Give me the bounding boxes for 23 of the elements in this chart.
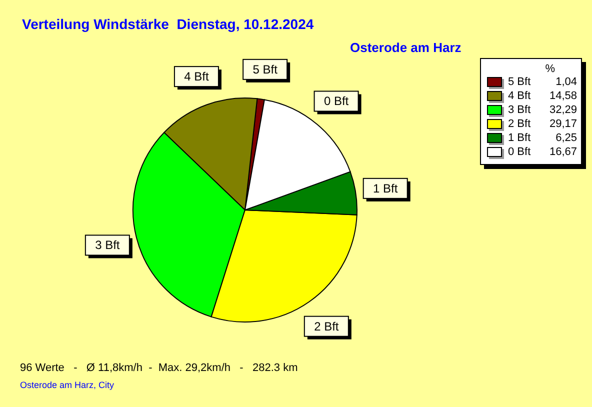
legend-label: 5 Bft — [508, 76, 532, 88]
data-label: 32,29 — [548, 104, 577, 116]
text: 96 Werte - Ø 11,8km/h - Max. 29,2km/h - 282.3 km — [20, 362, 298, 374]
slice-label: 0 Bft — [324, 94, 350, 108]
data-label: 14,58 — [548, 90, 577, 102]
data-label: 29,17 — [548, 118, 577, 130]
slice-label: 5 Bft — [252, 62, 278, 76]
data-label: 1,04 — [554, 76, 577, 88]
text: Osterode am Harz, City — [20, 380, 114, 390]
legend-label: 0 Bft — [508, 146, 532, 158]
chart-subtitle: Osterode am Harz — [350, 40, 462, 55]
slice-label: 1 Bft — [373, 181, 398, 196]
legend-label: 3 Bft — [508, 104, 532, 116]
slice-label: 3 Bft — [95, 238, 120, 252]
chart-title: Verteilung Windstärke Dienstag, 10.12.2024 — [22, 16, 314, 32]
legend-label: 2 Bft — [508, 118, 532, 130]
legend-label: 4 Bft — [508, 90, 532, 102]
slice-label: 2 Bft — [314, 319, 340, 334]
legend-label: 1 Bft — [508, 132, 532, 144]
slice-label: 4 Bft — [184, 70, 210, 84]
legend-title: % — [544, 63, 556, 75]
data-label: 6,25 — [554, 132, 577, 144]
data-label: 16,67 — [548, 146, 577, 158]
